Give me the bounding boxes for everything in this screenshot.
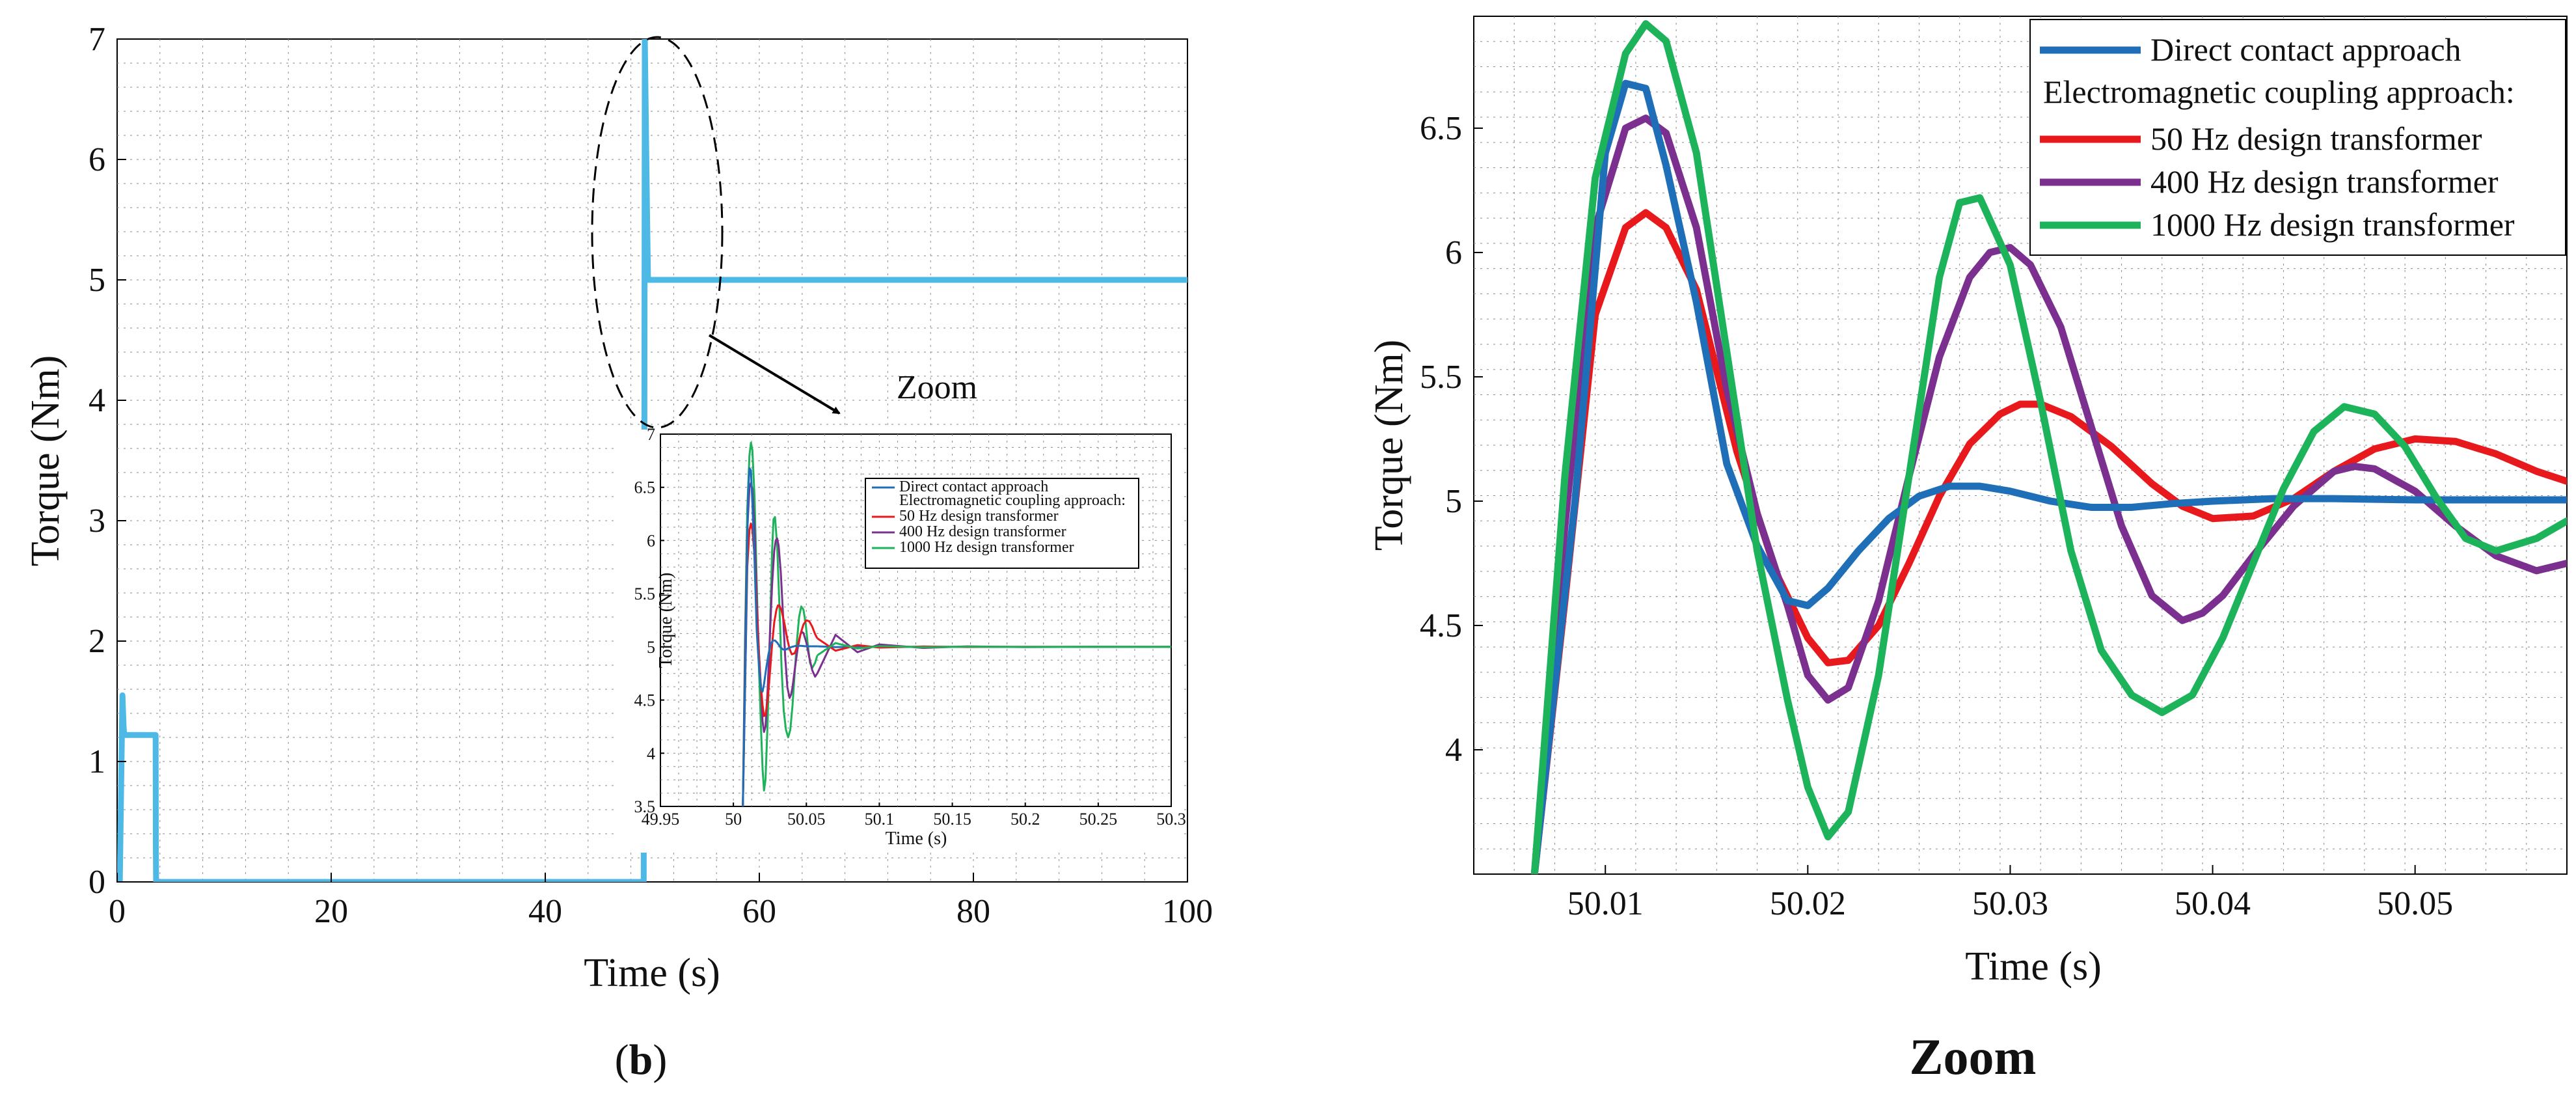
zoom-annotation: Zoom xyxy=(897,369,977,406)
zoom-x-tick-label: 50.03 xyxy=(1972,885,2048,922)
main-x-tick-label: 100 xyxy=(1162,893,1213,930)
main-series xyxy=(117,39,1187,882)
zoom-region-ellipse xyxy=(591,36,724,429)
inset-y-tick-label: 5.5 xyxy=(634,584,656,603)
inset-y-tick-label: 3.5 xyxy=(634,797,656,816)
inset-y-tick-label: 5 xyxy=(647,638,655,657)
zoom-y-tick-label: 5.5 xyxy=(1420,359,1462,396)
main-x-tick-label: 20 xyxy=(314,893,348,930)
main-x-ticks: 0 20 40 60 80 100 xyxy=(109,873,1213,930)
inset-series-line xyxy=(742,467,818,806)
inset-legend-heading: Electromagnetic coupling approach: xyxy=(899,492,1126,509)
inset-y-tick-label: 6.5 xyxy=(634,478,656,497)
inset-y-tick-label: 4.5 xyxy=(634,691,656,710)
main-y-ticks: 0 1 2 3 4 5 6 7 xyxy=(88,21,126,901)
zoom-x-axis-label: Time (s) xyxy=(1965,944,2102,989)
inset-legend-label: 50 Hz design transformer xyxy=(899,508,1059,525)
zoom-y-tick-label: 6 xyxy=(1445,234,1462,271)
inset-y-axis-label: Torque (Nm) xyxy=(656,573,676,668)
inset-x-tick-label: 50.05 xyxy=(787,810,826,829)
zoom-legend-label: 50 Hz design transformer xyxy=(2150,120,2482,157)
main-series-line xyxy=(117,39,1187,882)
zoom-x-tick-label: 50.04 xyxy=(2175,885,2251,922)
zoom-y-tick-label: 6.5 xyxy=(1420,110,1462,147)
inset-y-ticks: 3.5 4 4.5 5 5.5 6 6.5 7 xyxy=(634,425,664,816)
main-y-tick-label: 3 xyxy=(88,502,105,540)
zoom-x-ticks: 50.01 50.02 50.03 50.04 50.05 xyxy=(1567,865,2453,922)
zoom-arrow xyxy=(708,334,841,415)
main-y-tick-label: 0 xyxy=(88,864,105,901)
inset-legend-label: 400 Hz design transformer xyxy=(899,523,1066,540)
main-y-tick-label: 6 xyxy=(88,141,105,178)
inset-legend-label: 1000 Hz design transformer xyxy=(899,539,1074,556)
zoom-legend-heading: Electromagnetic coupling approach: xyxy=(2043,74,2515,110)
inset-y-tick-label: 4 xyxy=(647,744,655,763)
main-y-tick-label: 5 xyxy=(88,262,105,299)
inset-x-ticks: 49.95 50 50.05 50.1 50.15 50.2 50.25 50.3 xyxy=(642,803,1186,829)
caption-letter: b xyxy=(629,1036,653,1084)
inset-legend-label: Direct contact approach xyxy=(899,478,1048,495)
zoom-x-tick-label: 50.05 xyxy=(2377,885,2453,922)
inset-series-tail xyxy=(817,642,1171,657)
zoom-y-tick-label: 4.5 xyxy=(1420,607,1462,644)
inset-legend-box xyxy=(865,478,1139,569)
zoom-legend: Direct contact approach Electromagnetic c… xyxy=(2029,19,2566,256)
main-y-tick-label: 7 xyxy=(88,21,105,58)
inset-x-tick-label: 50 xyxy=(725,810,742,829)
caption-close-paren: ) xyxy=(653,1036,667,1084)
inset-series-line xyxy=(742,441,819,806)
zoom-x-tick-label: 50.02 xyxy=(1770,885,1846,922)
zoom-y-ticks: 4 4.5 5 5.5 6 6.5 xyxy=(1420,110,1483,769)
main-x-tick-label: 80 xyxy=(956,893,990,930)
inset-x-tick-label: 50.3 xyxy=(1156,810,1186,829)
inset-chart: 49.95 50 50.05 50.1 50.15 50.2 50.25 50.3 3.5 4 4… xyxy=(615,425,1186,853)
main-y-axis-label: Torque (Nm) xyxy=(23,355,68,567)
main-x-tick-label: 60 xyxy=(742,893,776,930)
caption-open-paren: ( xyxy=(615,1036,629,1084)
inset-series xyxy=(742,441,1171,806)
main-y-tick-label: 4 xyxy=(88,382,105,419)
zoom-y-tick-label: 4 xyxy=(1445,732,1462,769)
inset-x-tick-label: 50.15 xyxy=(933,810,971,829)
zoom-y-tick-label: 5 xyxy=(1445,483,1462,520)
zoom-chart: 50.01 50.02 50.03 50.04 50.05 4 4.5 5 5.5 6 6.5 T… xyxy=(1367,16,2568,1085)
inset-x-axis-label: Time (s) xyxy=(886,829,947,849)
main-y-tick-label: 1 xyxy=(88,743,105,780)
inset-x-tick-label: 50.1 xyxy=(865,810,895,829)
zoom-legend-label: 400 Hz design transformer xyxy=(2150,163,2499,200)
zoom-legend-label: Direct contact approach xyxy=(2150,31,2461,68)
main-x-tick-label: 40 xyxy=(528,893,562,930)
zoom-series-line xyxy=(1530,209,2567,874)
zoom-series xyxy=(1530,20,2567,874)
zoom-series-line xyxy=(1530,20,2567,874)
main-x-tick-label: 0 xyxy=(109,893,126,930)
main-x-axis-label: Time (s) xyxy=(584,951,720,995)
zoom-series-line xyxy=(1530,115,2567,874)
zoom-x-tick-label: 50.01 xyxy=(1567,885,1644,922)
inset-y-tick-label: 7 xyxy=(647,425,655,444)
inset-x-tick-label: 49.95 xyxy=(642,810,680,829)
zoom-legend-label: 1000 Hz design transformer xyxy=(2150,206,2515,243)
zoom-y-axis-label: Torque (Nm) xyxy=(1367,340,1411,551)
inset-x-tick-label: 50.2 xyxy=(1010,810,1040,829)
zoom-caption: Zoom xyxy=(1910,1028,2037,1085)
panel-caption: (b) xyxy=(615,1036,668,1084)
main-y-tick-label: 2 xyxy=(88,623,105,660)
inset-y-tick-label: 6 xyxy=(647,531,655,550)
inset-x-tick-label: 50.25 xyxy=(1079,810,1118,829)
